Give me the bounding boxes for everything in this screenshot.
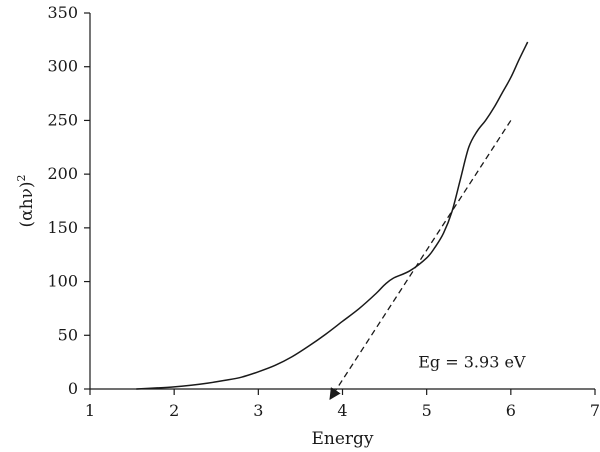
tangent-line (329, 120, 512, 401)
y-tick-label: 50 (58, 325, 78, 344)
y-tick-label: 250 (47, 110, 78, 129)
x-tick-label: 4 (337, 401, 347, 420)
absorption-curve (136, 41, 529, 390)
y-tick-label: 300 (47, 57, 78, 76)
y-tick-label: 350 (47, 3, 78, 22)
y-tick-label: 0 (68, 379, 78, 398)
x-tick-label: 6 (506, 401, 516, 420)
x-tick-label: 5 (422, 401, 432, 420)
x-tick-label: 7 (590, 401, 600, 420)
y-axis-label-base: (αhν) (17, 181, 37, 227)
x-tick-label: 2 (169, 401, 179, 420)
y-tick-label: 200 (47, 164, 78, 183)
y-axis-label: (αhν)2 (15, 174, 37, 227)
x-axis-label: Energy (311, 429, 373, 449)
x-tick-label: 1 (85, 401, 95, 420)
y-tick-label: 100 (47, 272, 78, 291)
y-axis-label-superscript: 2 (15, 174, 28, 181)
band-gap-annotation: Eg = 3.93 eV (418, 353, 526, 372)
x-tick-label: 3 (253, 401, 263, 420)
y-tick-label: 150 (47, 218, 78, 237)
plot-area: 0 50 100 150 200 250 300 350 1 2 3 4 5 6 7 Eg = 3.93 eV (47, 3, 600, 420)
